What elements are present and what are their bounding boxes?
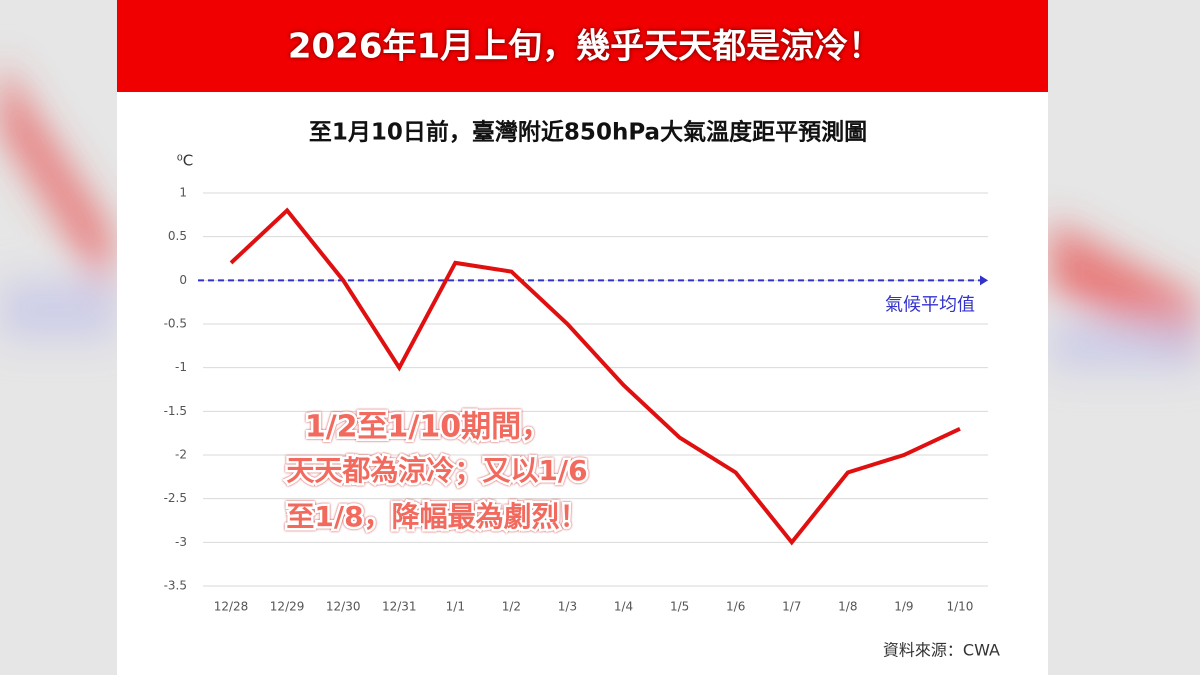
annotation: 1/2至1/10期間， [305,410,551,445]
x-tick-label: 1/3 [558,600,577,614]
y-tick-label: -2.5 [164,491,187,505]
annotation: 天天都為涼冷；又以1/6 [286,454,587,487]
x-tick-label: 1/10 [946,600,973,614]
y-tick-label: 0 [179,273,187,287]
banner [117,0,1048,92]
x-tick-label: 1/4 [614,600,633,614]
y-tick-label: -1.5 [164,404,187,418]
annotation: 至1/8，降幅最為劇烈！ [286,500,587,533]
x-tick-label: 1/5 [670,600,689,614]
y-tick-label: -3 [175,535,187,549]
y-axis-label: ⁰C [177,152,194,170]
background-blur [0,60,1200,370]
source: 資料來源：CWA [883,641,1000,660]
x-tick-label: 1/6 [726,600,745,614]
line-series [229,207,961,546]
reference-arrow [980,275,988,286]
x-tick-label: 12/31 [382,600,417,614]
x-tick-label: 12/29 [270,600,305,614]
reference-label: 氣候平均值 [885,294,975,315]
x-tick-label: 12/28 [214,600,249,614]
y-tick-label: -2 [175,448,187,462]
y-tick-label: -3.5 [164,579,187,593]
y-tick-label: 1 [179,186,187,200]
chart-title: 至1月10日前，臺灣附近850hPa大氣溫度距平預測圖 [309,119,867,146]
banner-title: 2026年1月上旬，幾乎天天都是涼冷！ [288,27,882,67]
x-tick-label: 12/30 [326,600,361,614]
y-tick-label: 0.5 [168,229,187,243]
x-tick-label: 1/8 [838,600,857,614]
x-tick-label: 1/1 [446,600,465,614]
x-tick-label: 1/7 [782,600,801,614]
x-tick-label: 1/9 [894,600,913,614]
y-tick-label: -1 [175,360,187,374]
x-tick-label: 1/2 [502,600,521,614]
y-tick-label: -0.5 [164,317,187,331]
